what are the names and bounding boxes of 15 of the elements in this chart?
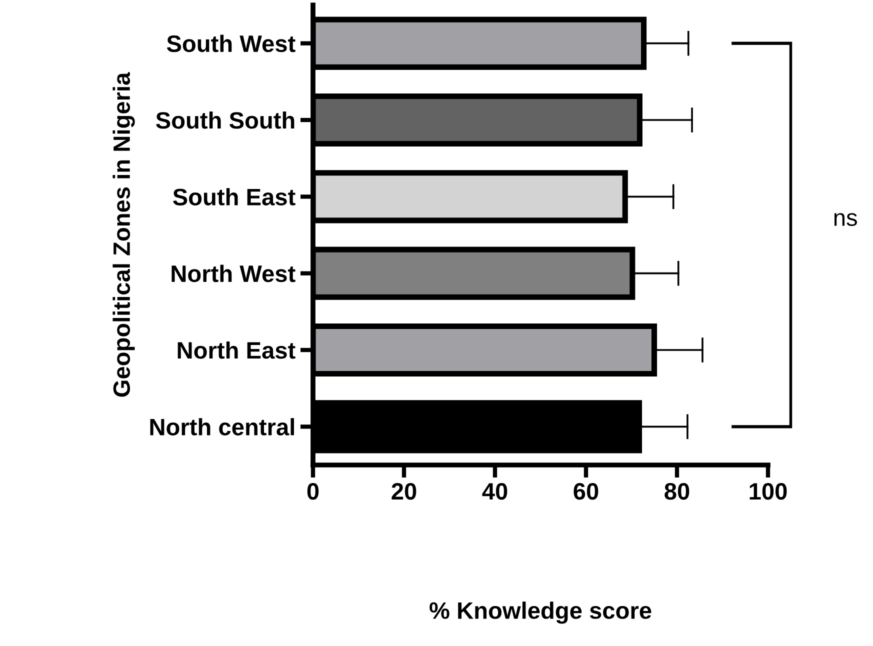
x-tick-label: 100: [750, 482, 787, 500]
x-tick-label: 80: [664, 482, 690, 500]
y-tick-label: South West: [166, 34, 296, 52]
x-tick-label: 60: [574, 482, 598, 500]
text: ns: [834, 213, 857, 226]
y-tick-label: North West: [172, 264, 296, 282]
x-tick-label: 40: [482, 482, 508, 500]
y-tick-label: North East: [178, 341, 296, 359]
x-tick-label: 20: [392, 482, 416, 500]
x-axis-title: % Knowledge score: [430, 602, 652, 624]
y-axis-title: Geopolitical Zones in Nigeria: [112, 72, 135, 397]
y-tick-label: North central: [150, 418, 294, 436]
y-tick-label: South East: [173, 188, 296, 206]
x-tick-label: 0: [307, 482, 319, 500]
y-tick-label: South South: [156, 111, 294, 129]
